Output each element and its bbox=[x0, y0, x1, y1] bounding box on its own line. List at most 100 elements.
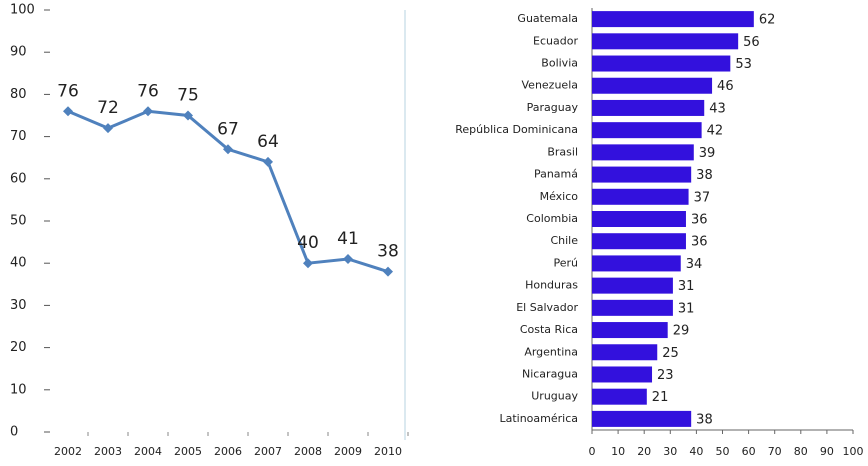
y-tick-label: 100 bbox=[10, 3, 35, 18]
marker bbox=[303, 258, 313, 269]
y-tick-label: 70 bbox=[10, 129, 27, 144]
x-tick-label: 2003 bbox=[94, 445, 122, 458]
marker bbox=[383, 266, 393, 277]
marker bbox=[223, 144, 233, 155]
data-label: 72 bbox=[97, 98, 119, 118]
bar bbox=[592, 233, 686, 250]
bar bbox=[592, 410, 692, 427]
x-tick-label: 20 bbox=[637, 445, 651, 458]
y-tick-label: Argentina bbox=[524, 345, 578, 358]
data-label: 43 bbox=[709, 101, 726, 116]
x-tick-label: 30 bbox=[663, 445, 677, 458]
y-tick-label: 50 bbox=[10, 214, 27, 229]
y-tick-label: Latinoamérica bbox=[499, 412, 578, 425]
data-label: 53 bbox=[735, 57, 752, 72]
bar bbox=[592, 166, 692, 183]
y-tick-label: 60 bbox=[10, 171, 27, 186]
y-tick-label: 20 bbox=[10, 340, 27, 355]
data-label: 38 bbox=[696, 168, 713, 183]
data-label: 38 bbox=[696, 412, 713, 427]
bar bbox=[592, 122, 702, 139]
y-tick-label: Honduras bbox=[525, 279, 578, 292]
data-label: 34 bbox=[686, 257, 703, 272]
y-tick-label: Chile bbox=[550, 234, 578, 247]
bar bbox=[592, 299, 673, 316]
x-tick-label: 2004 bbox=[134, 445, 162, 458]
bar bbox=[592, 188, 689, 205]
marker bbox=[143, 106, 153, 117]
data-label: 42 bbox=[707, 124, 724, 139]
data-label: 41 bbox=[337, 229, 359, 249]
x-tick-label: 80 bbox=[794, 445, 808, 458]
x-tick-label: 70 bbox=[768, 445, 782, 458]
data-label: 76 bbox=[57, 81, 79, 101]
data-label: 21 bbox=[652, 390, 669, 405]
marker bbox=[103, 123, 113, 134]
bar bbox=[592, 77, 713, 94]
x-tick-label: 2006 bbox=[214, 445, 242, 458]
bar bbox=[592, 322, 668, 339]
data-label: 76 bbox=[137, 81, 159, 101]
bar bbox=[592, 33, 739, 50]
y-tick-label: Uruguay bbox=[531, 390, 578, 403]
bar bbox=[592, 277, 673, 294]
x-tick-label: 2007 bbox=[254, 445, 282, 458]
y-tick-label: Paraguay bbox=[527, 101, 579, 114]
x-tick-label: 90 bbox=[820, 445, 834, 458]
x-tick-label: 2005 bbox=[174, 445, 202, 458]
data-label: 64 bbox=[257, 132, 279, 152]
x-tick-label: 2008 bbox=[294, 445, 322, 458]
marker bbox=[63, 106, 73, 117]
data-label: 62 bbox=[759, 13, 776, 28]
y-tick-label: 30 bbox=[10, 298, 27, 313]
data-label: 46 bbox=[717, 79, 734, 94]
y-tick-label: Bolivia bbox=[541, 57, 578, 70]
y-tick-label: Perú bbox=[553, 256, 578, 269]
bar bbox=[592, 11, 754, 28]
x-tick-label: 60 bbox=[742, 445, 756, 458]
data-label: 75 bbox=[177, 86, 199, 106]
marker bbox=[263, 156, 273, 167]
y-tick-label: Colombia bbox=[526, 212, 578, 225]
bar bbox=[592, 211, 686, 227]
y-tick-label: 40 bbox=[10, 256, 27, 271]
data-label: 31 bbox=[678, 301, 695, 316]
y-tick-label: El Salvador bbox=[516, 301, 578, 314]
bar bbox=[592, 366, 653, 383]
y-tick-label: México bbox=[540, 190, 579, 203]
data-label: 37 bbox=[694, 190, 711, 205]
data-label: 67 bbox=[217, 119, 239, 139]
y-tick-label: Brasil bbox=[547, 145, 578, 158]
y-tick-label: 90 bbox=[10, 45, 27, 60]
data-label: 38 bbox=[377, 242, 399, 262]
data-label: 23 bbox=[657, 368, 674, 383]
x-tick-label: 2009 bbox=[334, 445, 362, 458]
y-tick-label: República Dominicana bbox=[455, 123, 578, 136]
data-label: 39 bbox=[699, 146, 716, 161]
data-label: 25 bbox=[662, 346, 679, 361]
data-label: 56 bbox=[743, 35, 760, 50]
y-tick-label: Panamá bbox=[534, 168, 578, 181]
x-tick-label: 0 bbox=[589, 445, 596, 458]
data-label: 31 bbox=[678, 279, 695, 294]
bar bbox=[592, 99, 705, 116]
data-label: 29 bbox=[673, 324, 690, 339]
y-tick-label: Nicaragua bbox=[522, 367, 578, 380]
x-tick-label: 40 bbox=[689, 445, 703, 458]
x-tick-label: 2002 bbox=[54, 445, 82, 458]
y-tick-label: 0 bbox=[10, 425, 18, 440]
y-tick-label: Guatemala bbox=[517, 12, 578, 25]
y-tick-label: Ecuador bbox=[533, 34, 578, 47]
x-tick-label: 50 bbox=[716, 445, 730, 458]
y-tick-label: 80 bbox=[10, 87, 27, 102]
x-tick-label: 2010 bbox=[374, 445, 402, 458]
bar bbox=[592, 255, 681, 272]
marker bbox=[183, 110, 193, 121]
data-label: 36 bbox=[691, 213, 708, 228]
y-tick-label: Venezuela bbox=[522, 79, 579, 92]
data-label: 40 bbox=[297, 233, 319, 253]
data-label: 36 bbox=[691, 235, 708, 250]
y-tick-label: 10 bbox=[10, 382, 27, 397]
bar bbox=[592, 344, 658, 361]
